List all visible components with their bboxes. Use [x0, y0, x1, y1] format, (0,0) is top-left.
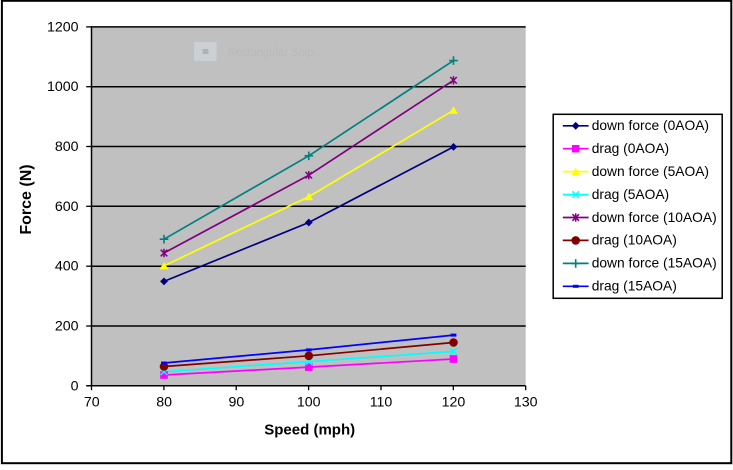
svg-text:Speed (mph): Speed (mph): [264, 422, 355, 439]
svg-text:Force (N): Force (N): [18, 164, 35, 234]
svg-text:70: 70: [84, 394, 100, 410]
svg-text:130: 130: [514, 394, 538, 410]
svg-text:200: 200: [55, 319, 79, 335]
svg-text:drag (5AOA): drag (5AOA): [592, 187, 669, 202]
svg-text:100: 100: [297, 394, 321, 410]
svg-text:Rectangular Snip: Rectangular Snip: [228, 45, 314, 59]
svg-text:down force (10AOA): down force (10AOA): [592, 210, 717, 225]
svg-text:400: 400: [55, 259, 79, 275]
svg-text:90: 90: [229, 394, 245, 410]
svg-text:drag (10AOA): drag (10AOA): [592, 233, 677, 248]
svg-text:down force (15AOA): down force (15AOA): [592, 256, 717, 271]
svg-text:120: 120: [442, 394, 466, 410]
svg-text:drag (15AOA): drag (15AOA): [592, 279, 677, 294]
svg-text:0: 0: [71, 378, 79, 394]
svg-text:1000: 1000: [47, 79, 79, 95]
svg-text:600: 600: [55, 199, 79, 215]
svg-text:down force (5AOA): down force (5AOA): [592, 164, 709, 179]
svg-text:1200: 1200: [47, 19, 79, 35]
svg-text:down force (0AOA): down force (0AOA): [592, 118, 709, 133]
svg-text:drag (0AOA): drag (0AOA): [592, 141, 669, 156]
svg-text:800: 800: [55, 139, 79, 155]
svg-text:110: 110: [370, 394, 393, 410]
svg-text:80: 80: [156, 394, 172, 410]
